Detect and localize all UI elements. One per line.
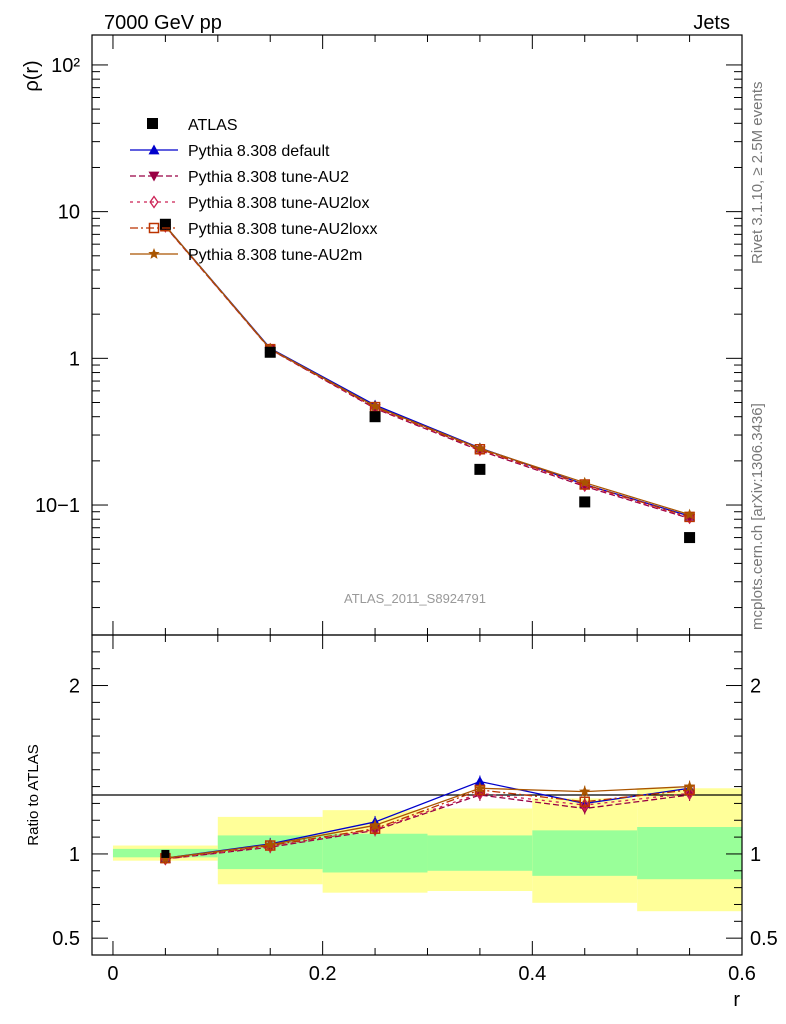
legend-series: Pythia 8.308 default Pythia 8.308 tune-AU… [130,143,377,264]
x-tick-label: 0.4 [518,963,546,985]
ratio-series-line-3 [165,789,690,859]
atlas-data-point [369,411,381,423]
legend: ATLAS Pythia 8.308 default Pythia 8.308 t… [130,117,377,264]
ratio-y-tick-label: 0.5 [52,928,80,950]
legend-label-0: Pythia 8.308 default [188,143,330,160]
main-ticks: 10−1 1 10 10² [35,35,743,635]
ratio-series-point-4 [369,819,381,831]
legend-marker-3 [148,222,160,234]
main-y-tick-label: 10 [58,202,80,224]
legend-label-2: Pythia 8.308 tune-AU2lox [188,195,369,212]
main-panel: 10−1 1 10 10² ρ(r) [21,34,743,636]
legend-label-3: Pythia 8.308 tune-AU2loxx [188,221,377,238]
ratio-y-tick-label: 1 [69,844,80,866]
ratio-series-point-2 [580,798,590,812]
atlas-data-point [684,532,696,544]
atlas-data-points [159,218,696,544]
main-y-tick-label: 10−1 [35,495,80,517]
main-series-point-4 [474,442,486,454]
x-tick-label: 0.2 [309,963,337,985]
atlas-data-point [264,346,276,358]
ratio-series-line-4 [165,785,690,859]
ratio-y-tick-label-right: 1 [750,844,761,866]
main-series-point-4 [369,400,381,412]
ratio-series-line-1 [165,794,690,860]
ratio-y-tick-label-right: 0.5 [750,928,778,950]
ratio-series-point-4 [264,838,276,850]
main-y-tick-label: 10² [51,55,80,77]
main-series [159,219,696,525]
atlas-data-point [474,463,486,475]
green-band-5 [637,827,742,880]
main-series-line-0 [164,225,690,517]
header-left: 7000 GeV pp [104,12,222,34]
x-tick-label: 0.6 [728,963,756,985]
x-tick-label: 0 [107,963,118,985]
main-series-line-1 [164,226,690,520]
x-tick-labels: 0 0.2 0.4 0.6 [107,963,756,985]
legend-label-4: Pythia 8.308 tune-AU2m [188,247,362,264]
x-axis-label: r [733,989,740,1011]
legend-label-1: Pythia 8.308 tune-AU2 [188,169,349,186]
header-right: Jets [693,12,730,34]
ratio-series-line-2 [165,792,690,860]
legend-marker-0 [148,144,160,155]
ratio-series-line-0 [165,780,690,859]
legend-marker-atlas [147,118,158,129]
ratio-series-point-2 [684,786,695,800]
ratio-series-point-0 [474,776,486,786]
ratio-y-axis-label: Ratio to ATLAS [25,744,42,845]
rivet-label: Rivet 3.1.10, ≥ 2.5M events [749,82,766,265]
main-series-point-4 [683,508,696,520]
ratio-frame [91,634,743,956]
main-series-point-4 [579,476,591,488]
atlas-data-point [159,218,171,230]
atlas-data-point [579,496,591,508]
legend-marker-4 [148,248,160,259]
mcplots-label: mcplots.cern.ch [arXiv:1306.3436] [749,403,766,630]
green-band-2 [322,833,428,873]
green-band-3 [427,835,533,871]
legend-marker-2 [149,195,159,209]
analysis-watermark: ATLAS_2011_S8924791 [344,591,486,606]
legend-marker-1 [148,171,160,182]
ratio-series-point-4 [474,782,486,794]
ratio-y-tick-label: 2 [69,676,80,698]
main-series-line-2 [164,225,690,519]
legend-label-atlas: ATLAS [188,117,238,134]
ratio-series [159,775,696,866]
ratio-series-point-4 [579,785,591,797]
main-y-axis-label: ρ(r) [21,60,43,91]
ratio-y-tick-label-right: 2 [750,676,761,698]
green-band-4 [532,830,638,876]
main-y-tick-label: 1 [69,348,80,370]
ratio-atlas-point [161,849,170,858]
main-series-line-4 [164,225,690,516]
ratio-panel: 0.5 0.5 1 1 2 2 Ratio to ATLAS [25,634,778,956]
main-series-line-3 [164,225,690,518]
ratio-series-point-4 [683,780,696,792]
